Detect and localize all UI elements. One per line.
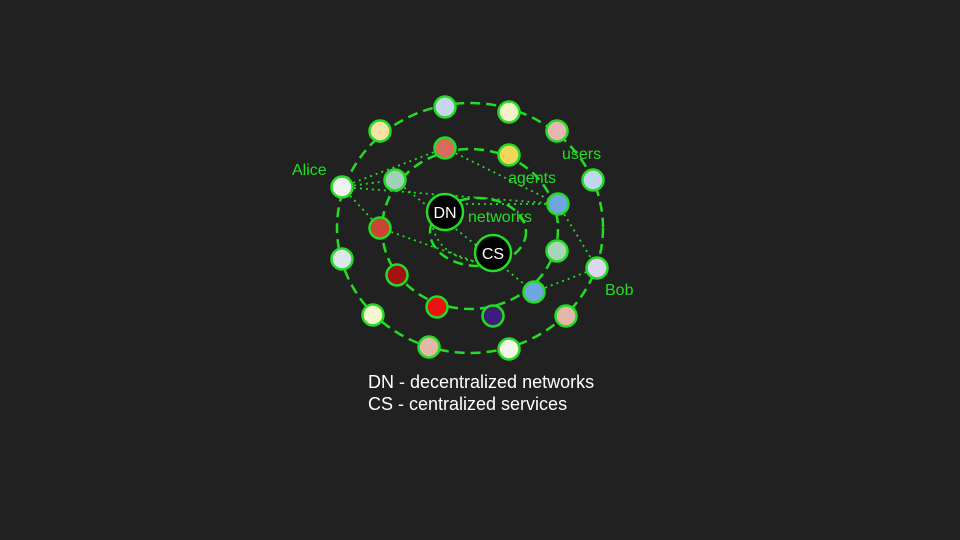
agents-ring-label: agents <box>508 170 556 187</box>
connection-line <box>394 179 535 293</box>
agent-node <box>545 239 569 263</box>
cs-hub-circle <box>473 233 513 273</box>
legend-cs: CS - centralized services <box>368 394 568 414</box>
agent-node <box>433 136 457 160</box>
user-node <box>554 304 578 328</box>
networks-ring <box>428 196 528 268</box>
cs-hub-label: CS <box>482 246 504 263</box>
legend-dn: DN - decentralized networks <box>368 372 595 392</box>
agents-nodes <box>368 136 570 328</box>
connection-line <box>379 227 477 263</box>
user-node <box>368 119 392 143</box>
user-node-bob <box>585 256 609 280</box>
agent-node <box>385 263 409 287</box>
agent-node <box>368 216 392 240</box>
dn-hub: DN <box>425 192 465 232</box>
user-node <box>361 303 385 327</box>
user-node <box>497 100 521 124</box>
agent-node <box>383 168 407 192</box>
users-ring-label: users <box>562 146 601 163</box>
users-ring <box>335 101 605 355</box>
networks-ring-label: networks <box>468 209 532 226</box>
legend: DN - decentralized networks CS - central… <box>368 371 594 415</box>
cs-hub: CS <box>473 233 513 273</box>
user-node <box>417 335 441 359</box>
agent-node <box>546 192 570 216</box>
agent-node <box>497 143 521 167</box>
user-node <box>330 247 354 271</box>
alice-label: Alice <box>292 162 327 179</box>
agent-node <box>522 280 546 304</box>
connection-line <box>341 147 446 188</box>
user-node <box>545 119 569 143</box>
user-node <box>433 95 457 119</box>
users-nodes <box>330 95 609 361</box>
agent-node <box>425 295 449 319</box>
agent-node <box>481 304 505 328</box>
user-node <box>497 337 521 361</box>
user-node <box>581 168 605 192</box>
connection-line <box>432 227 477 263</box>
user-node-alice <box>330 175 354 199</box>
bob-label: Bob <box>605 282 634 299</box>
dn-hub-circle <box>425 192 465 232</box>
dn-hub-label: DN <box>433 205 456 222</box>
connection-line <box>557 203 598 269</box>
